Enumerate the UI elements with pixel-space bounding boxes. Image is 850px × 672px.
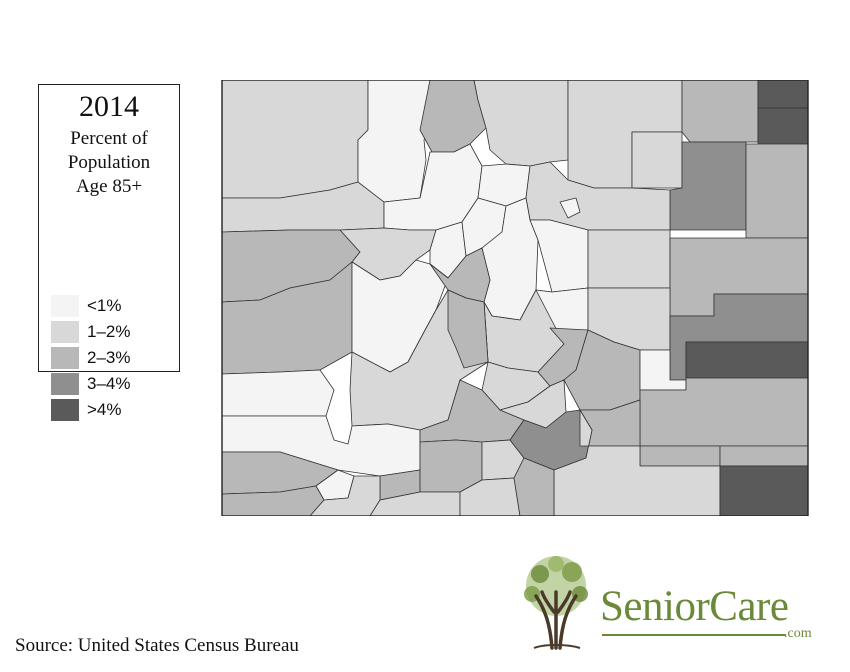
county-chaffee [447, 289, 489, 369]
county-yuma [745, 143, 809, 239]
county-prowers [719, 445, 809, 467]
legend-label: 3–4% [87, 374, 131, 393]
legend-swatch [51, 373, 79, 395]
brand-name: SeniorCare [600, 583, 789, 630]
county-cheyenne [685, 341, 809, 379]
legend-item-3-4: 3–4% [51, 371, 130, 397]
legend-swatch [51, 295, 79, 317]
tree-logo-icon [524, 556, 588, 650]
county-phillips [757, 107, 809, 145]
county-las-animas [553, 409, 721, 516]
colorado-county-map [221, 80, 809, 516]
legend-desc-line3: Age 85+ [75, 176, 143, 197]
legend-swatch [51, 321, 79, 343]
legend-description: Percent of Population Age 85+ [39, 127, 179, 199]
county-morgan [631, 131, 683, 189]
county-sedgwick [757, 80, 809, 109]
legend-items: <1% 1–2% 2–3% 3–4% >4% [51, 293, 130, 423]
legend-label: 2–3% [87, 348, 131, 367]
county-la-plata [309, 475, 381, 516]
county-delta [221, 369, 335, 417]
legend-label: >4% [87, 400, 122, 419]
county-denver [559, 197, 581, 219]
county-costilla [513, 457, 555, 516]
county-logan [681, 80, 759, 143]
legend-label: 1–2% [87, 322, 131, 341]
map-legend: 2014 Percent of Population Age 85+ <1% 1… [38, 84, 180, 421]
legend-swatch [51, 399, 79, 421]
legend-desc-line2: Population [67, 152, 151, 173]
county-elbert [587, 229, 671, 289]
source-credit: Source: United States Census Bureau [15, 635, 299, 656]
legend-item-2-3: 2–3% [51, 345, 130, 371]
county-moffat [221, 80, 369, 199]
legend-desc-line1: Percent of [70, 128, 148, 149]
county-mineral [419, 439, 483, 493]
legend-item-gt4: >4% [51, 397, 130, 423]
county-arapahoe [529, 219, 589, 293]
county-routt [357, 80, 433, 203]
county-baca [719, 465, 809, 516]
county-larimer [473, 80, 569, 167]
legend-label: <1% [87, 296, 122, 315]
legend-swatch [51, 347, 79, 369]
county-shapes [221, 80, 809, 516]
brand-underline [602, 634, 786, 636]
brand-domain: .com [784, 626, 812, 641]
county-bent [639, 445, 721, 467]
legend-year: 2014 [79, 90, 139, 123]
legend-item-lt1: <1% [51, 293, 130, 319]
legend-item-1-2: 1–2% [51, 319, 130, 345]
seniorcare-logo[interactable]: SeniorCare .com [514, 552, 824, 652]
state-border [221, 80, 809, 516]
